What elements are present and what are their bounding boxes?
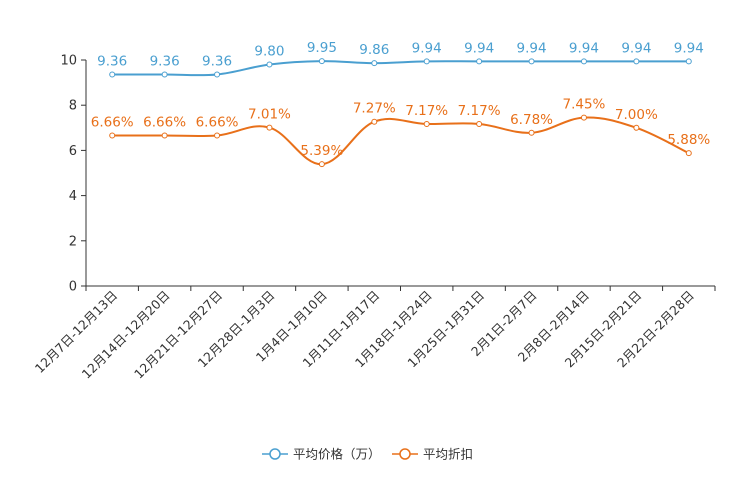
- data-point: [214, 71, 221, 78]
- data-label: 7.45%: [563, 97, 606, 113]
- data-point: [371, 60, 378, 67]
- data-point: [214, 132, 221, 139]
- data-label: 7.00%: [615, 107, 658, 123]
- data-label: 9.94: [621, 40, 651, 56]
- data-point: [685, 58, 692, 65]
- data-point: [476, 58, 483, 65]
- data-label: 7.01%: [248, 107, 291, 123]
- data-label: 6.66%: [143, 114, 186, 130]
- legend-marker-circle: [269, 448, 281, 460]
- data-point: [580, 114, 587, 121]
- legend-marker-circle: [399, 448, 411, 460]
- series-line-1: [112, 60, 689, 77]
- data-label: 7.17%: [458, 103, 501, 119]
- data-label: 9.94: [674, 40, 704, 56]
- data-point: [476, 120, 483, 127]
- data-label: 9.94: [517, 40, 547, 56]
- data-point: [528, 58, 535, 65]
- data-point: [266, 124, 273, 131]
- y-tick-label: 4: [69, 189, 77, 204]
- data-point: [266, 61, 273, 68]
- data-label: 5.88%: [667, 132, 710, 148]
- data-point: [685, 150, 692, 157]
- data-point: [528, 129, 535, 136]
- data-point: [423, 58, 430, 65]
- data-point: [580, 58, 587, 65]
- data-point: [109, 71, 116, 78]
- data-label: 5.39%: [300, 143, 343, 159]
- legend-label: 平均折扣: [423, 447, 473, 462]
- data-label: 7.27%: [353, 101, 396, 117]
- data-point: [423, 120, 430, 127]
- data-point: [161, 71, 168, 78]
- x-tick-label: 12月14日-12月20日: [79, 288, 173, 382]
- data-point: [161, 132, 168, 139]
- y-tick-label: 2: [69, 234, 77, 249]
- data-label: 9.94: [464, 40, 494, 56]
- data-label: 7.17%: [405, 103, 448, 119]
- y-tick-label: 6: [69, 144, 77, 159]
- data-point: [633, 124, 640, 131]
- y-tick-label: 10: [60, 54, 77, 69]
- data-label: 6.78%: [510, 112, 553, 128]
- data-label: 9.94: [412, 40, 442, 56]
- data-label: 9.95: [307, 40, 337, 56]
- data-label: 9.36: [150, 53, 180, 69]
- data-label: 9.80: [254, 44, 284, 60]
- data-point: [371, 118, 378, 125]
- data-label: 9.94: [569, 40, 599, 56]
- y-tick-label: 0: [69, 280, 77, 295]
- data-point: [318, 58, 325, 65]
- data-point: [109, 132, 116, 139]
- data-label: 6.66%: [91, 114, 134, 130]
- data-label: 6.66%: [196, 114, 239, 130]
- data-label: 9.36: [202, 53, 232, 69]
- legend-label: 平均价格（万）: [293, 447, 381, 462]
- data-point: [633, 58, 640, 65]
- data-label: 9.36: [97, 53, 127, 69]
- x-tick-label: 12月21日-12月27日: [131, 288, 225, 382]
- data-point: [318, 161, 325, 168]
- y-tick-label: 8: [69, 99, 77, 114]
- data-label: 9.86: [359, 42, 389, 58]
